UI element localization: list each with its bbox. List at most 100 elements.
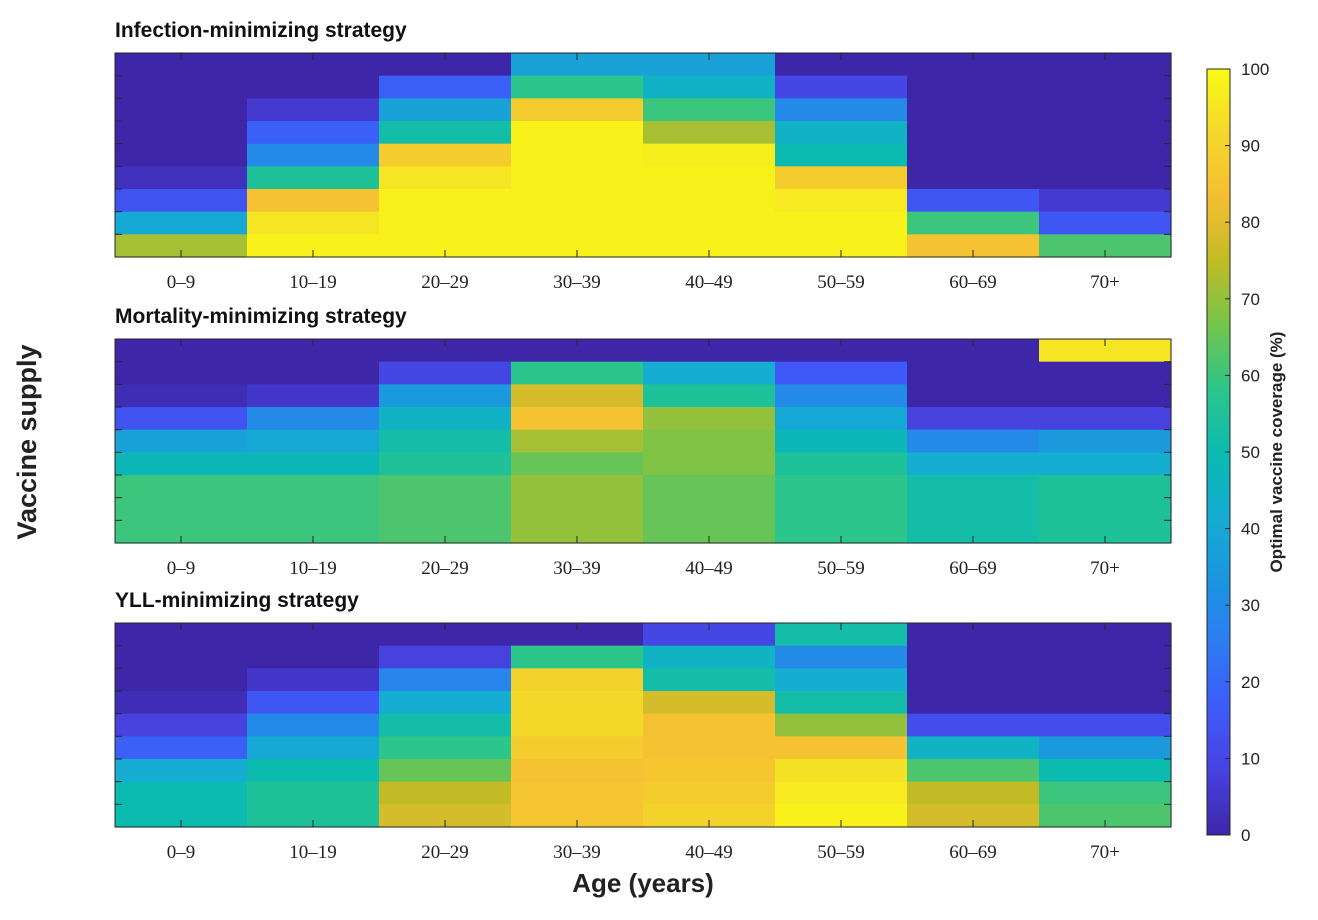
- heatmap-cell: [247, 234, 380, 258]
- heatmap-cell: [1039, 211, 1172, 235]
- heatmap-cell: [379, 623, 512, 647]
- heatmap-cell: [643, 339, 776, 363]
- heatmap-cell: [775, 75, 908, 99]
- heatmap-cell: [643, 520, 776, 544]
- x-tick-label: 70+: [1090, 272, 1120, 293]
- heatmap-cell: [907, 475, 1040, 499]
- heatmap-cell: [115, 668, 248, 692]
- heatmap-cell: [115, 211, 248, 235]
- heatmap-cell: [247, 520, 380, 544]
- colorbar: 0 10 20 30 40 50 60 70 80 90 100: [1206, 60, 1269, 845]
- heatmap-cell: [247, 189, 380, 213]
- heatmap-cell: [907, 361, 1040, 385]
- heatmap-cell: [907, 384, 1040, 408]
- heatmap-cell: [511, 429, 644, 453]
- heatmap-cell: [115, 759, 248, 783]
- heatmap-cell: [1039, 53, 1172, 77]
- heatmap-cell: [247, 98, 380, 122]
- heatmap-cell: [907, 804, 1040, 828]
- heatmap-cell: [511, 520, 644, 544]
- heatmap-cell: [775, 804, 908, 828]
- heatmap-cell: [115, 781, 248, 805]
- heatmap-cell: [247, 781, 380, 805]
- heatmap-cell: [115, 520, 248, 544]
- heatmap-cell: [1039, 407, 1172, 431]
- heatmap-cell: [115, 407, 248, 431]
- heatmap-cell: [115, 475, 248, 499]
- heatmap-cell: [379, 211, 512, 235]
- heatmap-cell: [511, 384, 644, 408]
- x-tick-label: 40–49: [685, 842, 733, 863]
- heatmap-cell: [247, 361, 380, 385]
- heatmap-cell: [511, 211, 644, 235]
- x-tick-label: 70+: [1090, 558, 1120, 579]
- x-tick-label: 0–9: [167, 272, 196, 293]
- heatmap-cell: [643, 121, 776, 145]
- heatmap-cell: [643, 166, 776, 190]
- x-tick-label: 50–59: [817, 272, 865, 293]
- heatmap-cell: [907, 713, 1040, 737]
- heatmap-cell: [1039, 736, 1172, 760]
- heatmap-cell: [643, 429, 776, 453]
- heatmap-cell: [511, 804, 644, 828]
- heatmap-cell: [1039, 520, 1172, 544]
- heatmap-cell: [511, 691, 644, 715]
- panel-frame: [114, 52, 1172, 258]
- heatmap-cell: [907, 53, 1040, 77]
- heatmap-cell: [115, 98, 248, 122]
- heatmap-cell: [643, 361, 776, 385]
- heatmap-cell: [1039, 645, 1172, 669]
- heatmap-cell: [115, 497, 248, 521]
- heatmap-cell: [643, 211, 776, 235]
- heatmap-cell: [247, 645, 380, 669]
- heatmap-cell: [379, 339, 512, 363]
- heatmap-cell: [643, 407, 776, 431]
- heatmap-cell: [115, 166, 248, 190]
- heatmap-cell: [247, 143, 380, 167]
- colorbar-tick-label: 70: [1241, 290, 1260, 309]
- heatmap-cell: [1039, 429, 1172, 453]
- heatmap-cell: [379, 407, 512, 431]
- heatmap-cell: [1039, 234, 1172, 258]
- panel-frame: [114, 338, 1172, 544]
- x-tick-label: 30–39: [553, 272, 601, 293]
- x-tick-label: 10–19: [289, 272, 337, 293]
- heatmap-cell: [1039, 781, 1172, 805]
- panel-title: Mortality-minimizing strategy: [115, 305, 407, 328]
- heatmap-cell: [379, 234, 512, 258]
- heatmap-cell: [643, 713, 776, 737]
- heatmap-cell: [115, 189, 248, 213]
- x-tick-label: 60–69: [949, 558, 997, 579]
- heatmap-cell: [907, 166, 1040, 190]
- heatmap-cell: [643, 53, 776, 77]
- heatmap-cell: [1039, 339, 1172, 363]
- heatmap-cell: [511, 53, 644, 77]
- heatmap-cell: [511, 121, 644, 145]
- heatmap-cell: [1039, 143, 1172, 167]
- heatmap-cell: [115, 452, 248, 476]
- x-tick-label: 30–39: [553, 558, 601, 579]
- heatmap-cell: [379, 475, 512, 499]
- heatmap-cell: [379, 75, 512, 99]
- heatmap-cell: [643, 804, 776, 828]
- heatmap-cell: [511, 668, 644, 692]
- heatmap-cell: [775, 211, 908, 235]
- heatmap-cell: [1039, 452, 1172, 476]
- heatmap-cell: [247, 429, 380, 453]
- heatmap-cell: [379, 691, 512, 715]
- heatmap-cell: [1039, 804, 1172, 828]
- heatmap-cell: [247, 384, 380, 408]
- heatmap-cell: [1039, 668, 1172, 692]
- heatmap-cell: [511, 234, 644, 258]
- colorbar-tick-label: 0: [1241, 826, 1250, 845]
- heatmap-cell: [247, 211, 380, 235]
- heatmap-cell: [907, 143, 1040, 167]
- heatmap-cell: [247, 452, 380, 476]
- panel: Infection-minimizing strategy 0–9 10–19 20–…: [114, 19, 1172, 293]
- heatmap-cell: [907, 121, 1040, 145]
- heatmap-cell: [775, 429, 908, 453]
- heatmap-cell: [247, 407, 380, 431]
- x-tick-label: 40–49: [685, 558, 733, 579]
- heatmap-cell: [775, 645, 908, 669]
- heatmap-cell: [247, 713, 380, 737]
